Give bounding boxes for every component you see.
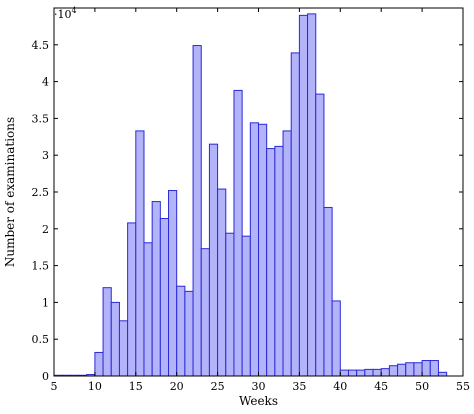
histogram-bar-week-47 — [397, 363, 407, 377]
histogram-bar-week-34 — [290, 52, 300, 377]
bars-group — [53, 13, 448, 377]
histogram-bar-week-27 — [233, 89, 243, 377]
y-scale-base: ·10 — [54, 8, 72, 21]
histogram-bar-week-12 — [110, 301, 120, 377]
histogram-bar-week-44 — [372, 368, 382, 377]
histogram-bar-week-29 — [249, 122, 260, 377]
x-axis-label: Weeks — [239, 394, 278, 408]
x-axis: 5 10 15 20 25 30 35 40 45 50 55 — [51, 8, 470, 393]
y-axis-label: Number of examinations — [3, 117, 17, 267]
histogram-bar-week-19 — [168, 190, 178, 377]
y-tick-label-5000: 0.5 — [32, 333, 50, 346]
y-tick-label-40000: 4 — [42, 76, 49, 89]
x-tick-label-10: 10 — [88, 380, 102, 393]
y-scale-multiplier: ·104 — [54, 6, 77, 21]
x-tick-label-45: 45 — [374, 380, 388, 393]
x-tick-label-55: 55 — [456, 380, 470, 393]
y-tick-label-45000: 4.5 — [32, 39, 50, 52]
histogram-bar-week-28 — [241, 235, 251, 377]
histogram-bar-week-51 — [429, 360, 439, 377]
histogram-bar-week-43 — [364, 368, 374, 377]
histogram-bar-week-23 — [200, 248, 210, 377]
y-tick-label-10000: 1 — [42, 296, 49, 309]
x-tick-label-40: 40 — [333, 380, 347, 393]
x-tick-label-35: 35 — [292, 380, 306, 393]
histogram-bar-week-46 — [388, 365, 399, 377]
histogram-bar-week-33 — [282, 130, 292, 377]
y-axis: 0 0.5 1 1.5 2 2.5 3 3.5 4 4.5 — [32, 39, 463, 383]
histogram-bar-week-14 — [127, 222, 137, 377]
histogram-bar-week-22 — [192, 45, 202, 377]
histogram-bar-week-41 — [347, 369, 358, 377]
histogram-bar-week-15 — [135, 130, 145, 377]
histogram-bar-week-20 — [176, 285, 186, 377]
y-tick-label-15000: 1.5 — [32, 260, 50, 273]
histogram-bar-week-17 — [151, 201, 161, 377]
histogram-bar-week-21 — [184, 290, 194, 377]
histogram-bar-week-52 — [437, 371, 448, 377]
x-tick-label-50: 50 — [415, 380, 429, 393]
histogram-bar-week-31 — [266, 148, 276, 377]
histogram-bar-week-13 — [118, 320, 129, 377]
histogram-bar-week-35 — [298, 14, 309, 377]
x-tick-label-30: 30 — [252, 380, 266, 393]
x-tick-label-5: 5 — [51, 380, 58, 393]
histogram-bar-week-42 — [356, 369, 366, 377]
y-tick-label-30000: 3 — [42, 149, 49, 162]
y-tick-label-20000: 2 — [42, 223, 49, 236]
histogram-bar-week-30 — [258, 123, 268, 377]
histogram-bar-week-16 — [143, 242, 153, 377]
histogram-bar-week-39 — [331, 300, 341, 377]
x-tick-label-25: 25 — [211, 380, 225, 393]
histogram-bar-week-25 — [217, 188, 227, 377]
histogram-bar-week-24 — [208, 143, 219, 377]
y-tick-label-35000: 3.5 — [32, 112, 50, 125]
histogram-bar-week-11 — [102, 287, 112, 377]
y-tick-label-0: 0 — [42, 370, 49, 383]
y-tick-label-25000: 2.5 — [32, 186, 50, 199]
histogram-bar-week-45 — [380, 368, 390, 377]
histogram-bar-week-26 — [225, 232, 235, 377]
histogram-bar-week-50 — [421, 360, 431, 377]
histogram-bar-week-37 — [315, 93, 325, 377]
x-tick-label-20: 20 — [170, 380, 184, 393]
histogram-bar-week-40 — [339, 369, 349, 377]
x-tick-label-15: 15 — [129, 380, 143, 393]
histogram-bar-week-18 — [159, 218, 170, 377]
histogram-bar-week-36 — [307, 13, 317, 377]
histogram-bar-week-10 — [94, 351, 104, 377]
histogram-bar-week-38 — [323, 206, 333, 377]
y-scale-exponent: 4 — [72, 6, 77, 15]
histogram-bar-week-32 — [274, 145, 284, 377]
histogram-bar-week-49 — [413, 362, 423, 377]
histogram-bar-week-48 — [405, 362, 415, 377]
